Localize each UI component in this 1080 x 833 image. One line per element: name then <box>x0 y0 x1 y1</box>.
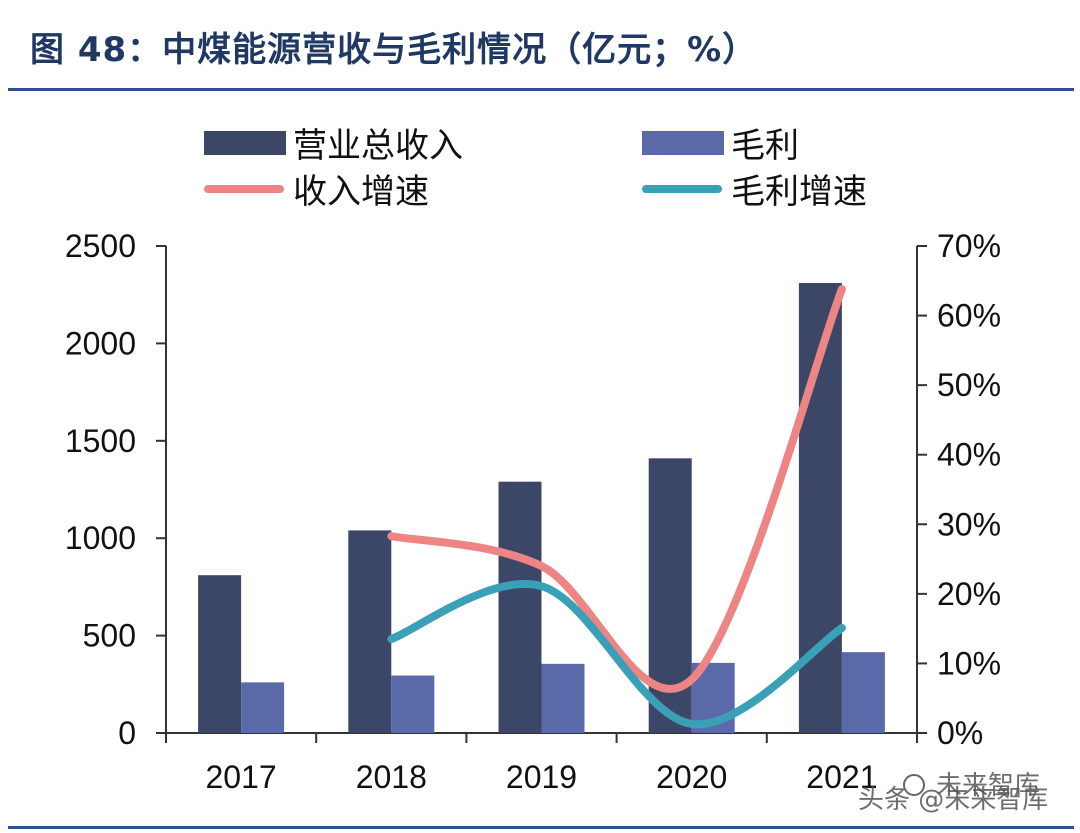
bar-revenue <box>348 530 392 733</box>
watermark: 未来智库 头条 @未来智库 <box>858 771 1048 815</box>
title-bar: 图 48：中煤能源营收与毛利情况（亿元；%） <box>0 0 1080 88</box>
y-right-tick-label: 50% <box>937 367 1001 403</box>
bar-profit <box>241 682 285 733</box>
legend-label-revenue-growth: 收入增速 <box>293 172 429 212</box>
legend-label-profit: 毛利 <box>731 126 799 166</box>
y-right-tick-label: 10% <box>937 645 1001 681</box>
x-tick-label: 2021 <box>806 759 877 795</box>
y-right-tick-label: 60% <box>937 298 1001 334</box>
y-left-tick-label: 0 <box>118 715 136 751</box>
bar-profit <box>541 663 585 733</box>
y-right-tick-label: 30% <box>937 506 1001 542</box>
legend-label-profit-growth: 毛利增速 <box>731 172 867 212</box>
y-right-tick-label: 70% <box>937 228 1001 264</box>
axes: 0 500 1000 1500 2000 2500 0% 10% 20% 30% 40% 50% 60%… <box>65 228 1001 795</box>
watermark-logo-icon <box>903 774 925 796</box>
watermark-line2: 头条 @未来智库 <box>858 785 1048 815</box>
bottom-rule <box>8 826 1074 829</box>
top-rule <box>8 88 1074 91</box>
legend-swatch-profit <box>642 131 724 155</box>
chart-title: 图 48：中煤能源营收与毛利情况（亿元；%） <box>30 30 758 70</box>
line-revenue-growth <box>387 285 846 693</box>
legend-label-revenue: 营业总收入 <box>293 126 463 166</box>
y-right-tick-label: 40% <box>937 437 1001 473</box>
x-tick-label: 2019 <box>506 759 577 795</box>
y-left-tick-label: 2500 <box>65 228 136 264</box>
x-tick-label: 2020 <box>656 759 727 795</box>
bar-profit <box>391 675 435 733</box>
y-left-tick-label: 2000 <box>65 325 136 361</box>
y-left-tick-label: 1000 <box>65 520 136 556</box>
x-tick-label: 2018 <box>356 759 427 795</box>
watermark-line1: 未来智库 <box>936 771 1040 801</box>
x-tick-label: 2017 <box>206 759 277 795</box>
bar-revenue <box>498 481 542 733</box>
y-right-tick-label: 0% <box>937 715 983 751</box>
growth-lines <box>387 285 846 729</box>
y-right-tick-label: 20% <box>937 576 1001 612</box>
y-left-tick-label: 500 <box>83 618 136 654</box>
legend: 营业总收入 毛利 收入增速 毛利增速 <box>204 126 867 212</box>
bar-revenue <box>198 575 242 733</box>
line-profit-growth <box>387 580 846 729</box>
y-left-tick-label: 1500 <box>65 423 136 459</box>
bars <box>198 283 885 733</box>
bar-profit <box>841 652 885 733</box>
legend-swatch-revenue <box>204 131 286 155</box>
